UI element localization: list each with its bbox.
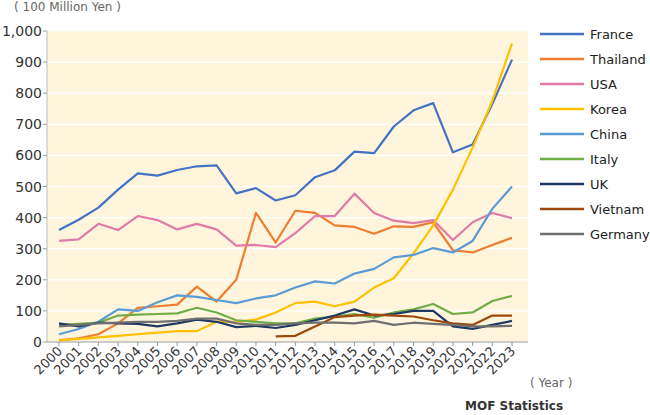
x-tick bbox=[354, 342, 355, 346]
x-tick-label: 2023 bbox=[484, 344, 518, 378]
legend-swatch bbox=[540, 133, 584, 136]
y-axis bbox=[47, 31, 48, 342]
y-tick bbox=[43, 217, 47, 218]
plot-background bbox=[47, 31, 528, 342]
chart: 01002003004005006007008009001,0002000200… bbox=[0, 0, 650, 415]
y-tick-label: 500 bbox=[15, 179, 42, 195]
legend-swatch bbox=[540, 183, 584, 186]
y-tick bbox=[43, 342, 47, 343]
y-tick-label: 100 bbox=[15, 303, 42, 319]
y-tick bbox=[43, 155, 47, 156]
series-group bbox=[59, 43, 512, 340]
y-tick-label: 400 bbox=[15, 210, 42, 226]
x-tick bbox=[98, 342, 99, 346]
x-tick bbox=[413, 342, 414, 346]
x-tick bbox=[137, 342, 138, 346]
legend-label: Thailand bbox=[589, 52, 646, 67]
legend-swatch bbox=[540, 108, 584, 111]
series-line bbox=[59, 194, 512, 247]
y-tick-label: 300 bbox=[15, 241, 42, 257]
legend-swatch bbox=[540, 208, 584, 211]
y-tick-label: 800 bbox=[15, 85, 42, 101]
y-tick bbox=[43, 31, 47, 32]
x-tick bbox=[236, 342, 237, 346]
x-tick bbox=[196, 342, 197, 346]
series-line bbox=[59, 187, 512, 335]
grid-line bbox=[47, 93, 528, 94]
grid-line bbox=[47, 30, 528, 31]
legend-label: Vietnam bbox=[590, 202, 644, 217]
x-tick bbox=[512, 342, 513, 346]
y-tick bbox=[43, 248, 47, 249]
y-tick bbox=[43, 310, 47, 311]
legend-label: Germany bbox=[590, 227, 650, 242]
x-tick bbox=[118, 342, 119, 346]
grid-line bbox=[47, 217, 528, 218]
grid-line bbox=[47, 248, 528, 249]
legend-swatch bbox=[540, 158, 584, 161]
x-tick bbox=[275, 342, 276, 346]
x-tick bbox=[472, 342, 473, 346]
legend-label: USA bbox=[590, 77, 617, 92]
grid-line bbox=[47, 279, 528, 280]
source-note: MOF Statistics bbox=[465, 399, 563, 413]
x-tick bbox=[78, 342, 79, 346]
y-axis-label: ( 100 Million Yen ) bbox=[14, 0, 121, 14]
y-tick-label: 600 bbox=[15, 147, 42, 163]
x-tick bbox=[374, 342, 375, 346]
x-tick bbox=[59, 342, 60, 346]
legend-label: France bbox=[590, 27, 633, 42]
grid-line bbox=[47, 341, 528, 342]
y-tick bbox=[43, 93, 47, 94]
y-tick-label: 0 bbox=[33, 334, 42, 350]
legend-label: UK bbox=[590, 177, 609, 192]
legend-swatch bbox=[540, 233, 584, 236]
legend-swatch bbox=[540, 33, 584, 36]
y-tick bbox=[43, 124, 47, 125]
x-tick bbox=[334, 342, 335, 346]
legend-label: Italy bbox=[590, 152, 619, 167]
grid-line bbox=[47, 124, 528, 125]
x-tick bbox=[452, 342, 453, 346]
legend-swatch bbox=[540, 58, 584, 61]
x-tick bbox=[433, 342, 434, 346]
x-tick bbox=[315, 342, 316, 346]
x-tick bbox=[393, 342, 394, 346]
x-tick bbox=[177, 342, 178, 346]
x-tick bbox=[157, 342, 158, 346]
series-line bbox=[59, 43, 512, 340]
grid-line bbox=[47, 155, 528, 156]
y-tick bbox=[43, 62, 47, 63]
y-tick-label: 900 bbox=[15, 54, 42, 70]
grid-line bbox=[47, 186, 528, 187]
x-tick bbox=[492, 342, 493, 346]
grid-line bbox=[47, 61, 528, 62]
y-tick-label: 700 bbox=[15, 116, 42, 132]
legend-label: Korea bbox=[590, 102, 627, 117]
x-tick bbox=[255, 342, 256, 346]
legend-label: China bbox=[590, 127, 627, 142]
legend-swatch bbox=[540, 83, 584, 86]
x-tick bbox=[216, 342, 217, 346]
series-line bbox=[59, 309, 512, 329]
x-axis bbox=[47, 342, 528, 343]
x-tick bbox=[295, 342, 296, 346]
y-tick-label: 1,000 bbox=[2, 23, 42, 39]
y-tick bbox=[43, 279, 47, 280]
series-line bbox=[59, 319, 512, 327]
y-tick bbox=[43, 186, 47, 187]
y-tick-label: 200 bbox=[15, 272, 42, 288]
x-axis-label: ( Year ) bbox=[530, 376, 572, 390]
